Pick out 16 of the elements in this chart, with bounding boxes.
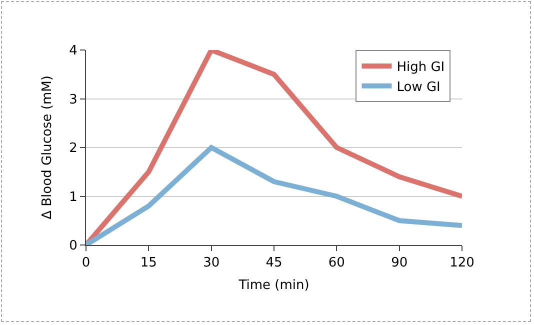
x-tick-label: 15 <box>140 256 157 271</box>
y-tick-label: 4 <box>69 44 78 59</box>
x-tick-label: 30 <box>203 256 220 271</box>
x-tick-label: 90 <box>391 256 408 271</box>
x-tick-label: 120 <box>450 256 474 271</box>
legend-label: High GI <box>396 60 445 76</box>
x-tick-label: 0 <box>82 256 90 271</box>
y-axis-title: Δ Blood Glucose (mM) <box>40 76 56 220</box>
x-axis-title: Time (min) <box>238 278 310 294</box>
y-tick-label: 1 <box>69 190 78 205</box>
y-tick-label: 3 <box>69 92 78 108</box>
x-tick-label: 45 <box>266 256 282 271</box>
x-tick-label: 60 <box>328 256 345 271</box>
y-tick-label: 2 <box>69 141 78 156</box>
y-tick-label: 0 <box>69 238 78 254</box>
legend-label: Low GI <box>396 80 440 95</box>
